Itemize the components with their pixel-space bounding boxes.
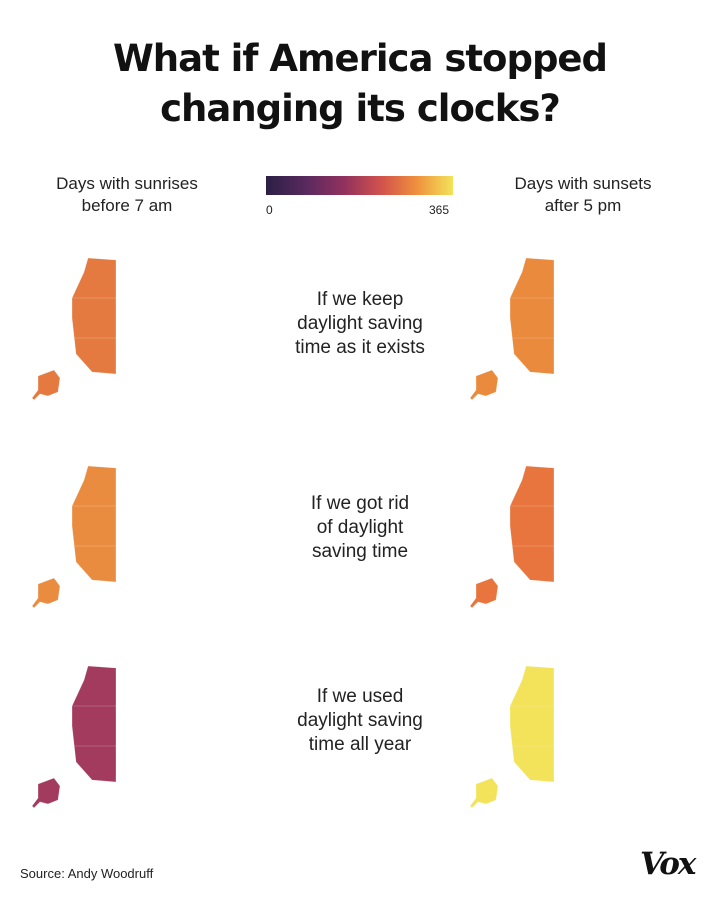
map-region-pacific (71, 465, 117, 583)
color-scale-legend (266, 176, 453, 195)
row-2-caption-line-2: of daylight (316, 517, 404, 538)
row-1-caption-line-3: time as it exists (295, 337, 425, 358)
map-sunrise-keep-dst (31, 257, 232, 401)
map-region-alaska (469, 369, 499, 401)
sunset-heading-line-2: after 5 pm (544, 196, 622, 215)
map-state-borders (510, 264, 670, 364)
map-region-pacific (509, 257, 555, 375)
row-2-caption-line-3: saving time (311, 541, 409, 562)
source-credit: Source: Andy Woodruff (20, 866, 154, 881)
title-line-1: What if America stopped (112, 37, 608, 80)
vox-logo: Vox (640, 846, 696, 882)
map-region-alaska (31, 369, 61, 401)
map-region-alaska (31, 577, 61, 609)
row-2-caption: If we got rid of daylight saving time (262, 492, 458, 564)
map-sunset-no-dst (469, 465, 670, 609)
sunrise-heading-line-2: before 7 am (81, 196, 173, 215)
title-line-2: changing its clocks? (160, 87, 561, 130)
map-contiguous-us (71, 665, 117, 783)
row-1-caption-line-2: daylight saving (297, 313, 423, 334)
row-3-caption: If we used daylight saving time all year (262, 685, 458, 757)
map-contiguous-us (71, 257, 117, 375)
map-region-pacific (71, 257, 117, 375)
row-3-caption-line-3: time all year (308, 734, 412, 755)
map-contiguous-us (71, 465, 117, 583)
map-state-borders (510, 472, 670, 572)
row-1-caption-line-1: If we keep (316, 289, 404, 310)
legend-min-label: 0 (266, 203, 273, 217)
map-region-pacific (509, 465, 555, 583)
page-title: What if America stopped changing its clo… (0, 34, 720, 134)
map-region-pacific (509, 665, 555, 783)
sunrise-heading-line-1: Days with sunrises (56, 174, 198, 193)
map-contiguous-us (509, 465, 555, 583)
map-region-pacific (71, 665, 117, 783)
map-sunrise-permanent-dst (31, 665, 232, 809)
map-state-borders (72, 264, 232, 364)
map-sunset-permanent-dst (469, 665, 670, 809)
legend-max-label: 365 (429, 203, 450, 217)
row-3-caption-line-1: If we used (316, 686, 404, 707)
map-state-borders (72, 472, 232, 572)
map-contiguous-us (509, 257, 555, 375)
sunrise-column-heading: Days with sunrises before 7 am (22, 173, 232, 217)
map-region-alaska (31, 777, 61, 809)
map-contiguous-us (509, 665, 555, 783)
sunset-heading-line-1: Days with sunsets (514, 174, 652, 193)
map-region-alaska (469, 577, 499, 609)
row-2-caption-line-1: If we got rid (310, 493, 410, 514)
sunset-column-heading: Days with sunsets after 5 pm (478, 173, 688, 217)
map-state-borders (72, 672, 232, 772)
row-1-caption: If we keep daylight saving time as it ex… (262, 288, 458, 360)
map-state-borders (510, 672, 670, 772)
map-sunset-keep-dst (469, 257, 670, 401)
row-3-caption-line-2: daylight saving (297, 710, 423, 731)
map-sunrise-no-dst (31, 465, 232, 609)
map-region-alaska (469, 777, 499, 809)
